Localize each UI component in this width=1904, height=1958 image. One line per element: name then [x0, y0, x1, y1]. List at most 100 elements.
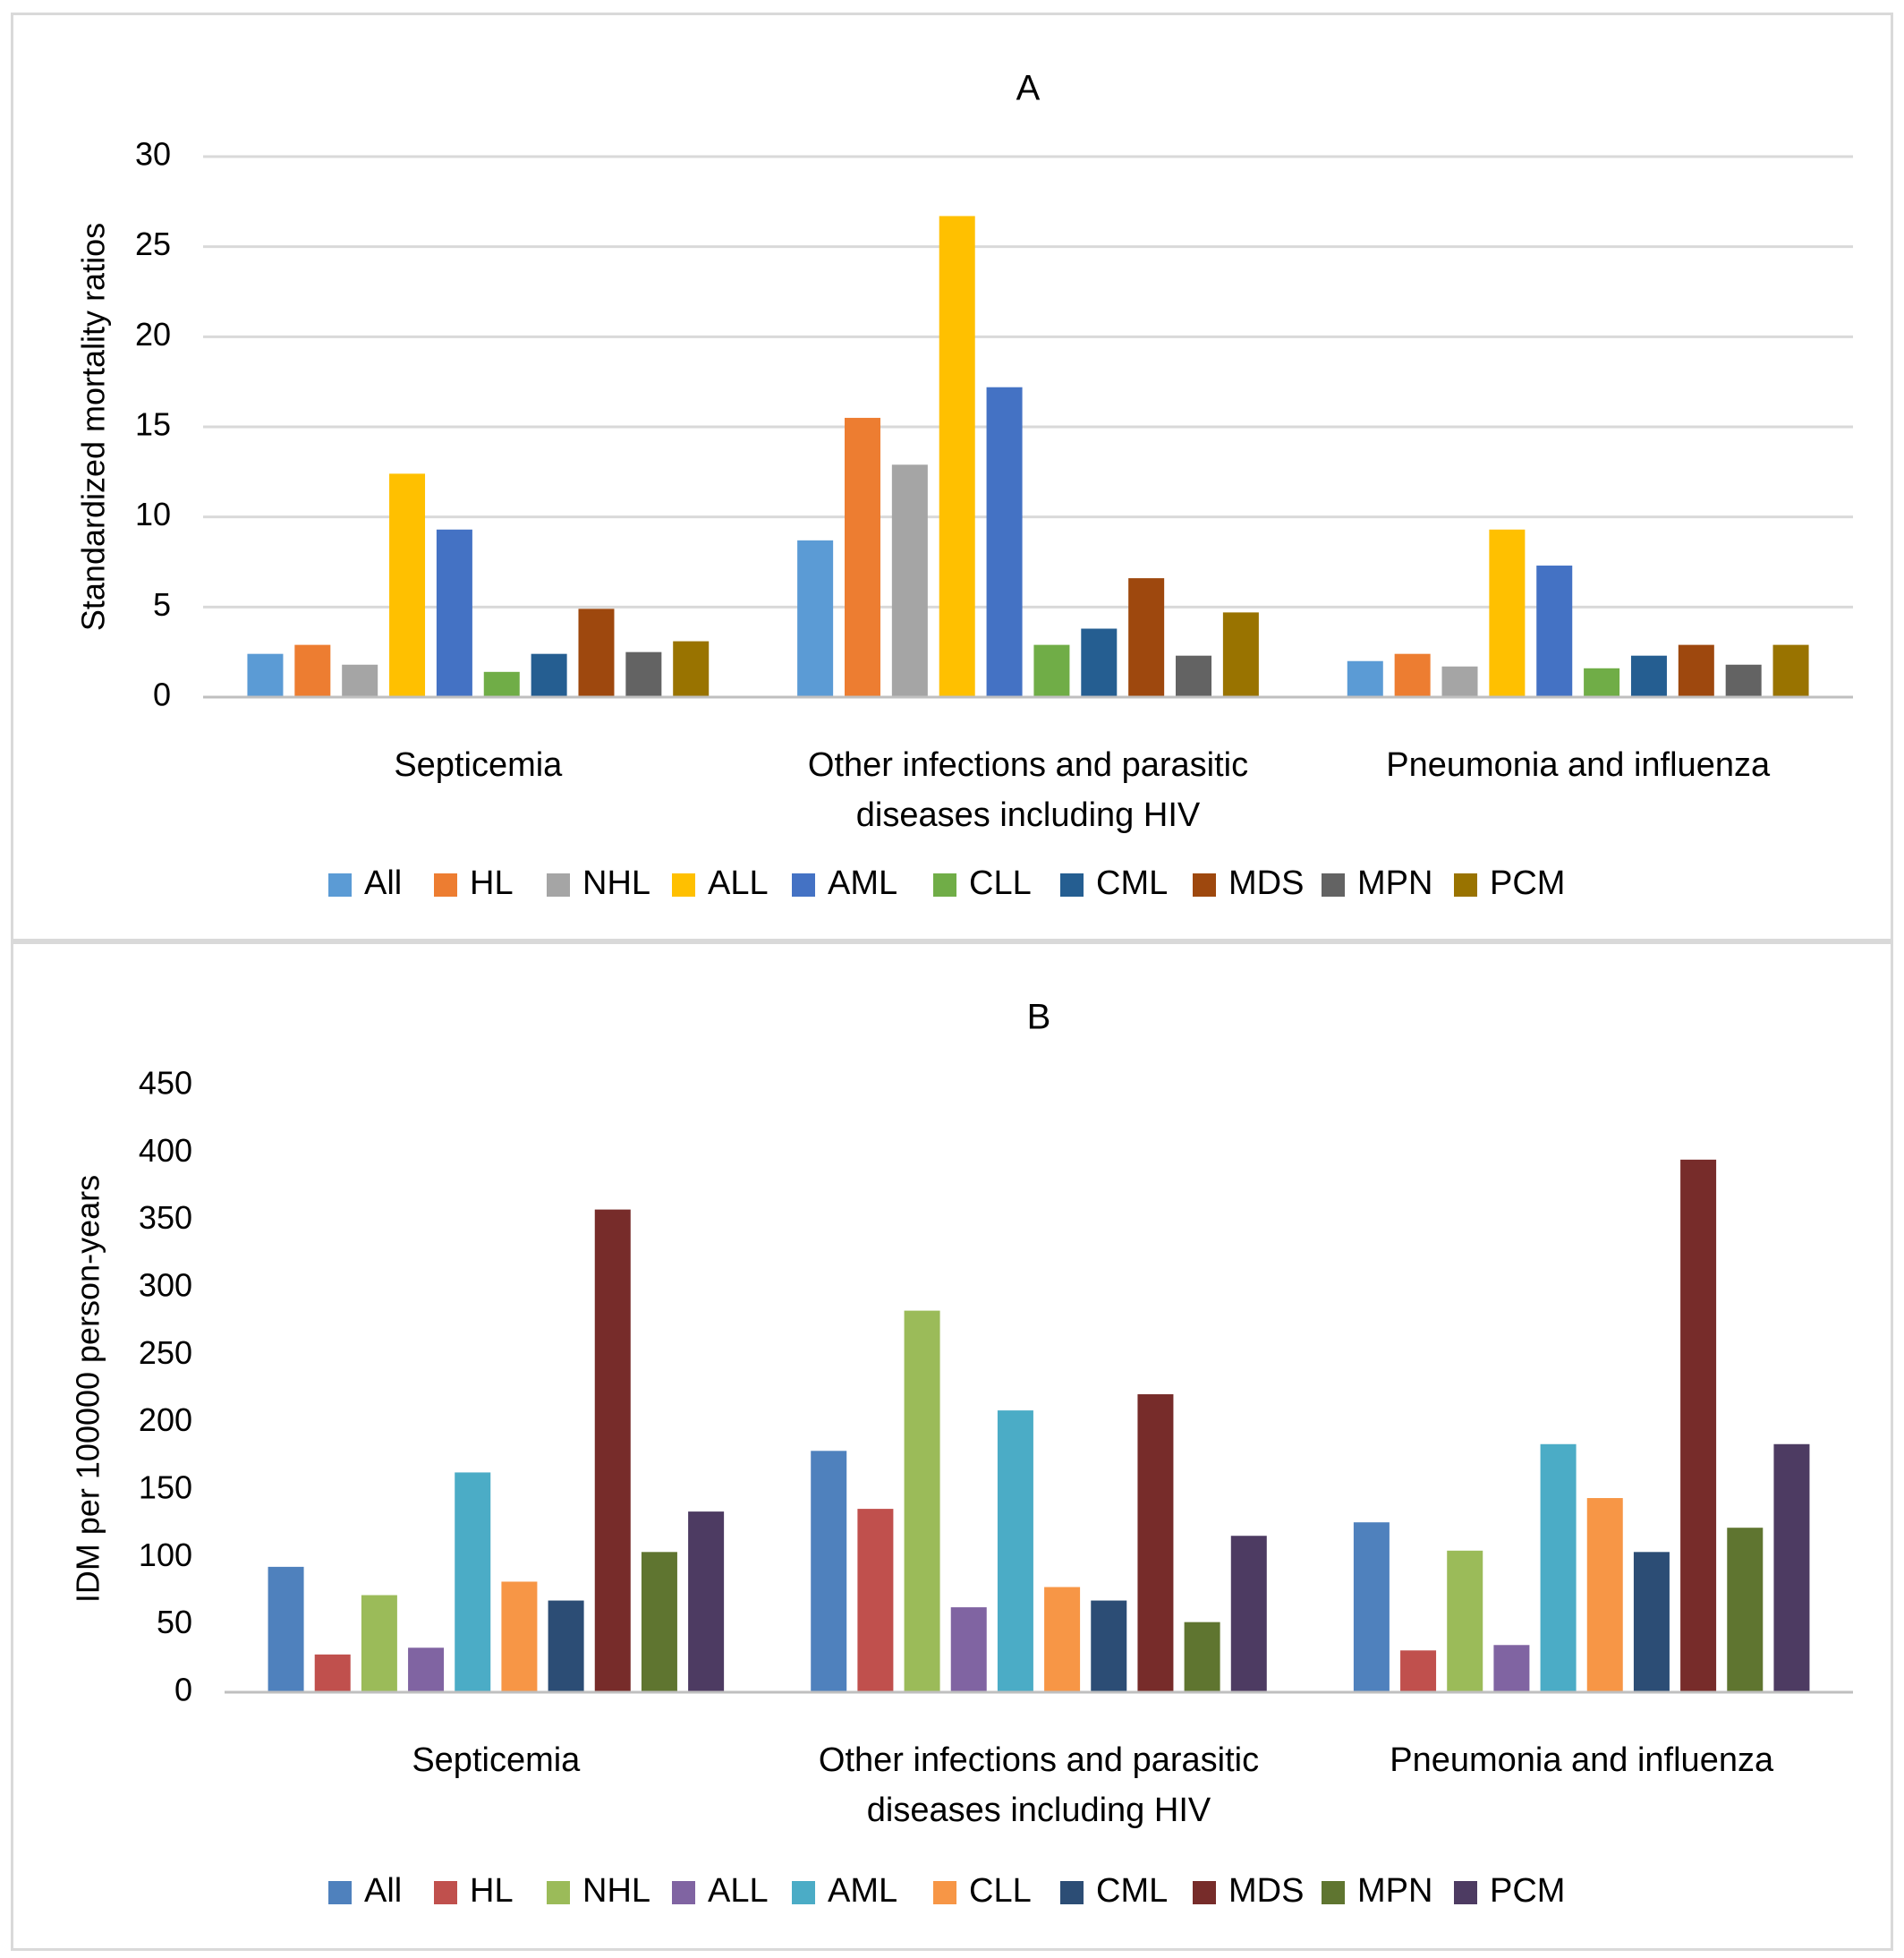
- chart-a-bar-mds: [1678, 644, 1714, 697]
- chart-b-bar-cml: [548, 1600, 584, 1692]
- chart-b-bar-all: [1353, 1522, 1390, 1692]
- chart-b-legend-label: MPN: [1357, 1872, 1432, 1910]
- chart-a-legend-swatch: [792, 873, 815, 897]
- chart-b-y-tick-label: 200: [139, 1401, 192, 1438]
- chart-a-category-label: diseases including HIV: [856, 796, 1201, 834]
- chart-a-legend-swatch: [1193, 873, 1216, 897]
- chart-b-category-label: Other infections and parasitic: [819, 1741, 1259, 1779]
- chart-a-legend-swatch: [1060, 873, 1084, 897]
- chart-b-legend-swatch: [547, 1881, 570, 1904]
- chart-b-bar-nhl: [904, 1310, 940, 1692]
- chart-b-y-tick-label: 150: [139, 1469, 192, 1506]
- chart-b-y-tick-label: 450: [139, 1065, 192, 1102]
- chart-b-y-tick-label: 0: [174, 1672, 192, 1708]
- chart-b-bar-all: [268, 1566, 304, 1692]
- chart-b-bar-cml: [1091, 1600, 1127, 1692]
- chart-a-y-axis-label: Standardized mortality ratios: [75, 223, 112, 631]
- chart-b-bar-nhl: [361, 1595, 397, 1692]
- chart-b-category-label: Pneumonia and influenza: [1390, 1741, 1774, 1779]
- chart-a-y-tick-label: 5: [153, 586, 171, 623]
- chart-b-y-tick-label: 300: [139, 1267, 192, 1304]
- chart-a-y-tick-label: 10: [135, 496, 171, 532]
- chart-a-bar-mds: [578, 609, 615, 697]
- chart-b-bar-mds: [1680, 1159, 1717, 1692]
- chart-a-title: A: [1016, 69, 1041, 108]
- chart-a-category-label: Septicemia: [394, 746, 563, 784]
- chart-a-legend-label: All: [364, 864, 402, 902]
- chart-a-bar-mpn: [625, 651, 662, 697]
- chart-b-y-tick-label: 50: [157, 1604, 192, 1640]
- chart-a-bar-cll: [483, 671, 520, 697]
- chart-a-bar-all: [247, 653, 284, 697]
- chart-b-bar-cll: [501, 1581, 538, 1692]
- chart-b-legend-swatch: [1454, 1881, 1477, 1904]
- chart-b-bar-pcm: [1230, 1536, 1267, 1692]
- chart-a-y-tick-label: 0: [153, 677, 171, 713]
- chart-a-bar-aml: [436, 529, 472, 697]
- chart-b-legend-swatch: [792, 1881, 815, 1904]
- chart-b-legend-label: NHL: [582, 1872, 650, 1910]
- chart-b-y-tick-label: 100: [139, 1537, 192, 1573]
- chart-a-legend-swatch: [328, 873, 352, 897]
- chart-a-bar-all: [1489, 529, 1526, 697]
- chart-a-bar-pcm: [1222, 612, 1259, 697]
- chart-a-y-tick-label: 20: [135, 316, 171, 353]
- chart-a-legend-label: HL: [470, 864, 514, 902]
- chart-b-bar-pcm: [688, 1511, 725, 1692]
- chart-b-bar-mpn: [1184, 1622, 1220, 1692]
- chart-a-bar-all: [939, 216, 975, 697]
- chart-a-bar-hl: [1394, 653, 1431, 697]
- chart-a-bar-pcm: [673, 641, 710, 697]
- chart-a-legend-label: AML: [828, 864, 897, 902]
- chart-b-legend-swatch: [1322, 1881, 1345, 1904]
- chart-a-category-label: Other infections and parasitic: [808, 746, 1248, 784]
- chart-a-bar-hl: [294, 644, 331, 697]
- chart-a-bar-cml: [1630, 655, 1667, 697]
- chart-a-bar-mpn: [1176, 655, 1212, 697]
- chart-a-bar-all: [389, 473, 426, 697]
- chart-a-bar-aml: [986, 387, 1023, 697]
- chart-b-bar-mds: [594, 1209, 631, 1692]
- chart-a-legend-label: PCM: [1490, 864, 1565, 902]
- chart-b-bar-hl: [857, 1509, 894, 1692]
- chart-a-legend-label: ALL: [708, 864, 769, 902]
- chart-a-legend-swatch: [672, 873, 695, 897]
- chart-a-legend-label: MPN: [1357, 864, 1432, 902]
- chart-a-bar-pcm: [1772, 644, 1809, 697]
- chart-b-legend-swatch: [1060, 1881, 1084, 1904]
- chart-a-bar-cml: [1081, 628, 1118, 697]
- chart-a-bar-cll: [1033, 644, 1070, 697]
- chart-b-bar-aml: [1540, 1443, 1577, 1692]
- chart-a-legend-swatch: [434, 873, 457, 897]
- chart-a-legend-swatch: [1322, 873, 1345, 897]
- chart-b-bar-all: [1493, 1645, 1530, 1692]
- chart-a-y-tick-label: 30: [135, 136, 171, 173]
- chart-b-legend-label: HL: [470, 1872, 514, 1910]
- chart-a-bar-mpn: [1725, 664, 1762, 697]
- chart-panel-b: B 0 50 100 150 200 250 300 350 400 450 IDM per 1000…: [11, 941, 1893, 1951]
- chart-b-bar-mds: [1137, 1394, 1174, 1692]
- chart-a-bar-aml: [1536, 566, 1573, 697]
- chart-a-bar-nhl: [342, 664, 378, 697]
- chart-a-bar-hl: [844, 417, 880, 697]
- chart-b-bar-hl: [314, 1654, 351, 1692]
- chart-b-bar-cll: [1044, 1587, 1081, 1692]
- chart-b-bar-aml: [997, 1410, 1033, 1692]
- chart-a-svg: A 0 5 10 15 20 25 30 Standardized mortality rati…: [75, 69, 1853, 902]
- chart-a-legend-label: CLL: [969, 864, 1032, 902]
- chart-b-y-tick-label: 350: [139, 1199, 192, 1236]
- chart-panel-a: A 0 5 10 15 20 25 30 Standardized mortality rati…: [11, 13, 1893, 941]
- chart-b-y-tick-label: 250: [139, 1334, 192, 1371]
- chart-b-bar-all: [950, 1607, 987, 1692]
- chart-a-y-tick-label: 15: [135, 406, 171, 443]
- chart-a-legend-label: MDS: [1228, 864, 1304, 902]
- chart-b-bar-aml: [455, 1472, 491, 1692]
- chart-b-y-tick-label: 400: [139, 1132, 192, 1169]
- chart-b-legend-label: All: [364, 1872, 402, 1910]
- chart-b-legend-swatch: [933, 1881, 956, 1904]
- chart-a-bar-cll: [1584, 668, 1620, 697]
- chart-a-legend-label: NHL: [582, 864, 650, 902]
- chart-a-bar-nhl: [891, 464, 928, 697]
- chart-b-legend-swatch: [434, 1881, 457, 1904]
- chart-b-category-label: diseases including HIV: [867, 1792, 1211, 1829]
